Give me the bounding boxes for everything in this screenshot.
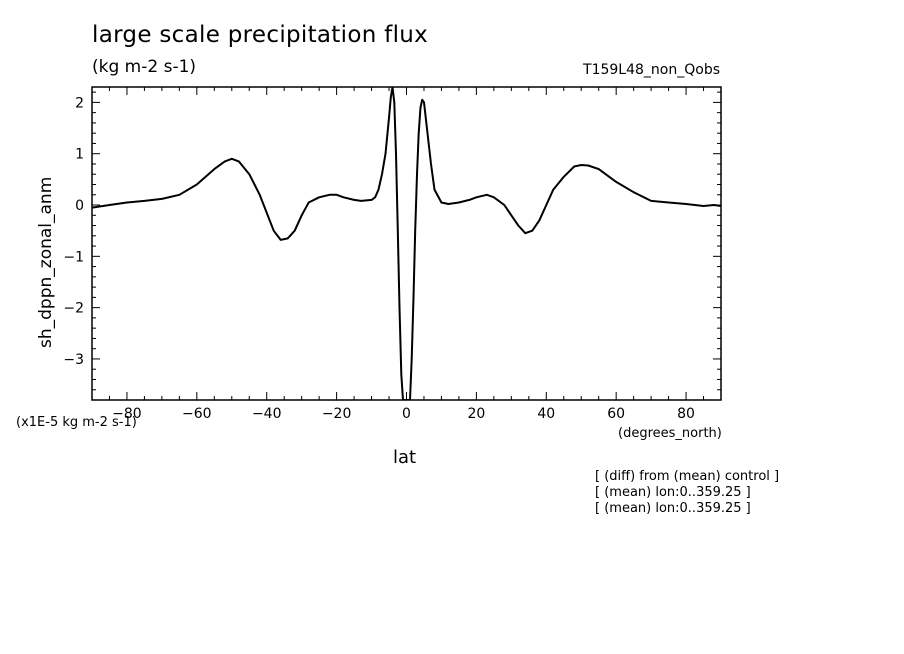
x-tick-label: 60 xyxy=(607,406,625,422)
x-tick-label: 0 xyxy=(402,406,411,422)
y-tick-label: −1 xyxy=(63,249,84,265)
tick-labels: −80 −60 −40 −20 0 20 40 60 80 −3 −2 −1 0 1 2 xyxy=(63,95,695,422)
y-scale-factor: (x1E-5 kg m-2 s-1) xyxy=(16,415,137,430)
chart-title: large scale precipitation flux xyxy=(92,22,429,48)
x-tick-label: −20 xyxy=(322,406,352,422)
note-line: [ (mean) lon:0..359.25 ] xyxy=(595,501,751,516)
chart-units: (kg m-2 s-1) xyxy=(92,57,197,77)
x-tick-label: −60 xyxy=(182,406,212,422)
series-group xyxy=(92,87,721,400)
plot-frame xyxy=(91,86,722,401)
run-label: T159L48_non_Qobs xyxy=(583,62,720,78)
x-tick-label: 80 xyxy=(677,406,695,422)
axis-ticks xyxy=(91,87,722,400)
y-tick-label: 0 xyxy=(75,198,84,214)
y-tick-label: −2 xyxy=(63,301,84,317)
x-units-label: (degrees_north) xyxy=(618,426,722,441)
y-tick-label: 2 xyxy=(75,95,84,111)
y-tick-label: −3 xyxy=(63,352,84,368)
note-line: [ (mean) lon:0..359.25 ] xyxy=(595,485,751,500)
x-tick-label: 40 xyxy=(537,406,555,422)
note-line: [ (diff) from (mean) control ] xyxy=(595,469,780,484)
x-tick-label: 20 xyxy=(467,406,485,422)
y-tick-label: 1 xyxy=(75,147,84,163)
x-tick-label: −40 xyxy=(252,406,282,422)
x-tick-label: −80 xyxy=(112,406,142,422)
series-line xyxy=(92,87,721,400)
x-axis-label: lat xyxy=(393,447,417,468)
y-axis-label: sh_dppn_zonal_anm xyxy=(36,176,56,348)
